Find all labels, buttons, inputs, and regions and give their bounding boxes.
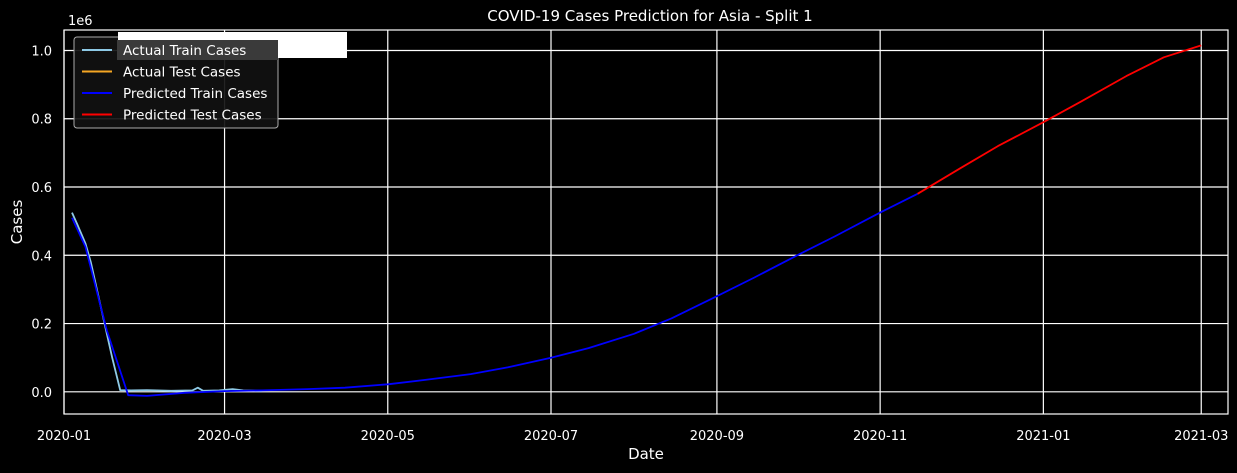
x-tick-label: 2020-09	[690, 429, 744, 444]
y-tick-label: 0.2	[31, 318, 52, 333]
legend-label-backdrop	[117, 40, 278, 60]
legend-label: Predicted Train Cases	[123, 86, 267, 102]
y-axis-title: Cases	[8, 200, 26, 245]
plot-frame	[63, 29, 1229, 415]
series-line-predicted-test-cases	[917, 44, 1202, 195]
series-line-predicted-train-cases	[71, 192, 919, 397]
x-axis-title: Date	[628, 445, 664, 463]
legend-label: Actual Train Cases	[123, 43, 246, 59]
y-tick-label: 0.0	[31, 386, 52, 401]
series-lines	[71, 44, 1202, 397]
legend-label: Predicted Test Cases	[123, 108, 262, 124]
y-tick-label: 1.0	[31, 44, 52, 59]
x-tick-label: 2020-03	[197, 429, 251, 444]
x-axis-ticks: 2020-01 2020-03 2020-05 2020-07 2020-09 2020-…	[37, 429, 1229, 444]
y-tick-label: 0.6	[31, 181, 52, 196]
x-tick-label: 2020-05	[361, 429, 415, 444]
x-tick-label: 2020-01	[37, 429, 91, 444]
y-tick-label: 0.4	[31, 249, 52, 264]
y-axis-ticks: 0.0 0.2 0.4 0.6 0.8 1.0	[31, 44, 52, 400]
x-tick-label: 2021-03	[1174, 429, 1228, 444]
series-line-actual-train-cases	[71, 212, 263, 392]
x-tick-label: 2021-01	[1016, 429, 1070, 444]
legend-label: Actual Test Cases	[123, 65, 241, 81]
grid	[63, 30, 1228, 414]
x-tick-label: 2020-11	[853, 429, 907, 444]
x-tick-label: 2020-07	[524, 429, 578, 444]
y-offset-label: 1e6	[68, 14, 93, 29]
chart-title: COVID-19 Cases Prediction for Asia - Spl…	[487, 7, 812, 25]
legend: Actual Train Cases Actual Test Cases Predi…	[73, 32, 347, 129]
y-tick-label: 0.8	[31, 113, 52, 128]
